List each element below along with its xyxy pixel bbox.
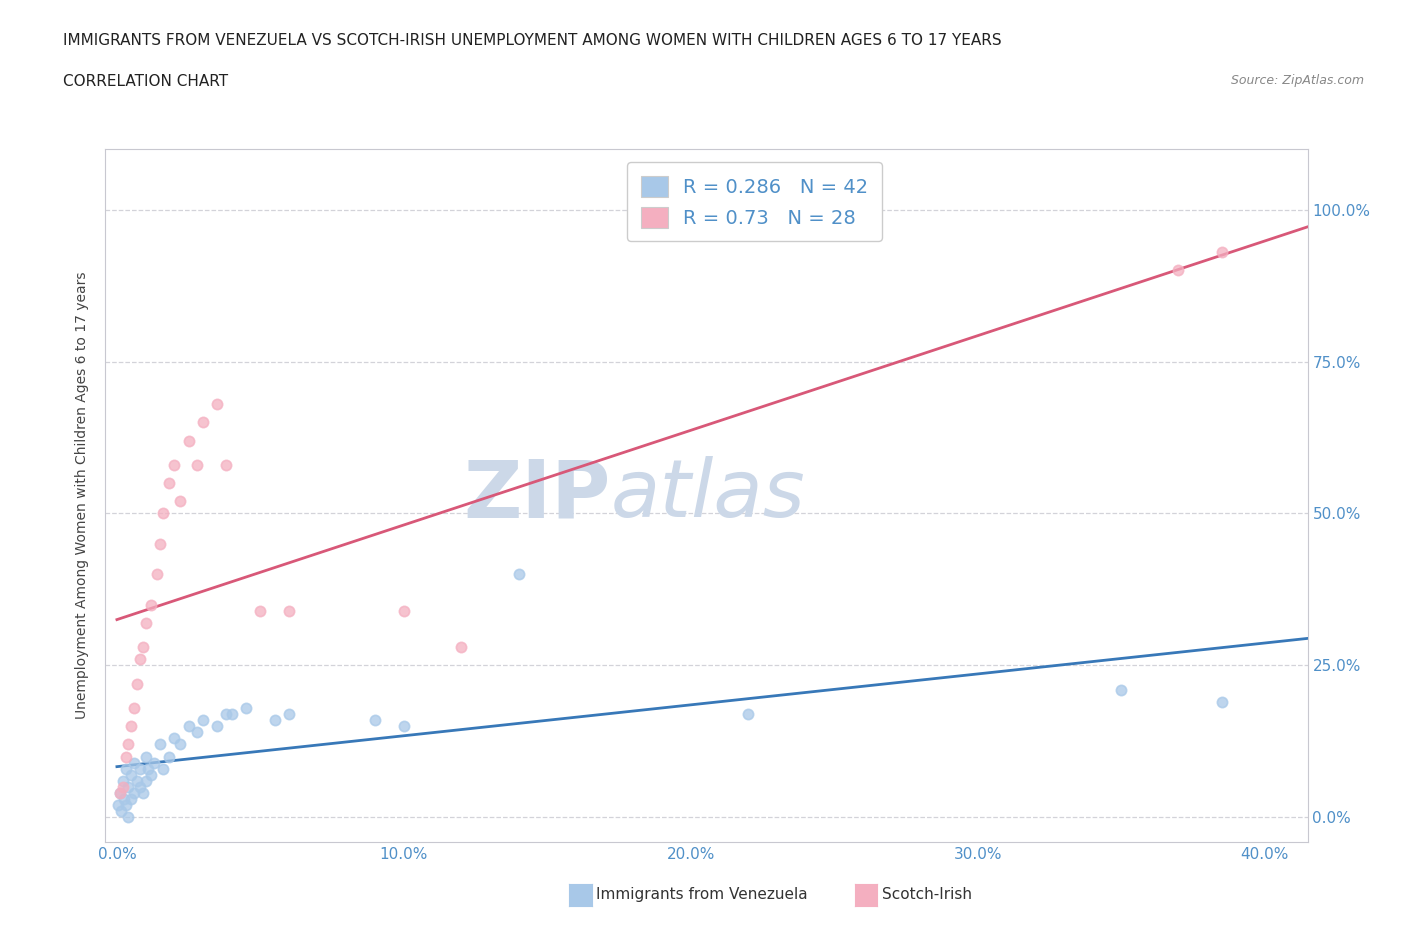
Point bbox=[186, 724, 208, 739]
Text: IMMIGRANTS FROM VENEZUELA VS SCOTCH-IRISH UNEMPLOYMENT AMONG WOMEN WITH CHILDREN: IMMIGRANTS FROM VENEZUELA VS SCOTCH-IRIS… bbox=[63, 33, 1002, 47]
Point bbox=[737, 707, 759, 722]
Point bbox=[122, 755, 145, 770]
Y-axis label: Unemployment Among Women with Children Ages 6 to 17 years: Unemployment Among Women with Children A… bbox=[76, 272, 90, 719]
Point bbox=[149, 537, 172, 551]
Point bbox=[128, 762, 150, 777]
Point bbox=[1109, 683, 1132, 698]
Point bbox=[215, 707, 238, 722]
Point bbox=[141, 767, 163, 782]
Point bbox=[207, 396, 229, 411]
Point bbox=[215, 458, 238, 472]
Point bbox=[108, 786, 131, 801]
Point bbox=[117, 737, 139, 751]
Point bbox=[163, 458, 186, 472]
Text: CORRELATION CHART: CORRELATION CHART bbox=[63, 74, 228, 89]
Text: Scotch-Irish: Scotch-Irish bbox=[882, 887, 972, 902]
Point bbox=[1211, 695, 1233, 710]
Point bbox=[125, 676, 148, 691]
Point bbox=[132, 786, 155, 801]
Point bbox=[111, 774, 134, 789]
Point bbox=[128, 652, 150, 667]
Point bbox=[263, 712, 285, 727]
Point bbox=[177, 719, 200, 734]
Point bbox=[120, 791, 142, 806]
Point bbox=[1167, 263, 1189, 278]
Point bbox=[108, 786, 131, 801]
Point bbox=[149, 737, 172, 751]
Point bbox=[117, 779, 139, 794]
Point bbox=[169, 737, 191, 751]
Point bbox=[191, 415, 214, 430]
Point bbox=[132, 640, 155, 655]
Point bbox=[135, 750, 157, 764]
Point bbox=[278, 604, 301, 618]
Point bbox=[163, 731, 186, 746]
Point bbox=[157, 750, 180, 764]
Point bbox=[143, 755, 166, 770]
Point bbox=[221, 707, 243, 722]
Point bbox=[135, 616, 157, 631]
Point bbox=[1211, 245, 1233, 259]
Point bbox=[392, 604, 415, 618]
Text: ZIP: ZIP bbox=[463, 457, 610, 534]
Point bbox=[111, 779, 134, 794]
Point bbox=[152, 506, 174, 521]
Legend: R = 0.286   N = 42, R = 0.73   N = 28: R = 0.286 N = 42, R = 0.73 N = 28 bbox=[627, 162, 882, 241]
Point bbox=[364, 712, 387, 727]
Point bbox=[186, 458, 208, 472]
Point bbox=[169, 494, 191, 509]
Point bbox=[177, 433, 200, 448]
Point bbox=[125, 774, 148, 789]
Point bbox=[128, 779, 150, 794]
Text: Source: ZipAtlas.com: Source: ZipAtlas.com bbox=[1230, 74, 1364, 87]
Point bbox=[135, 774, 157, 789]
Point bbox=[207, 719, 229, 734]
Point bbox=[138, 762, 160, 777]
Point bbox=[114, 750, 136, 764]
Point bbox=[249, 604, 271, 618]
Point bbox=[235, 700, 257, 715]
Point bbox=[146, 566, 169, 581]
Point bbox=[114, 762, 136, 777]
Point bbox=[152, 762, 174, 777]
Point bbox=[392, 719, 415, 734]
Text: atlas: atlas bbox=[610, 457, 806, 534]
Point bbox=[107, 798, 129, 813]
Point bbox=[191, 712, 214, 727]
Point bbox=[450, 640, 472, 655]
Point bbox=[122, 786, 145, 801]
Point bbox=[117, 810, 139, 825]
Point bbox=[278, 707, 301, 722]
Point bbox=[112, 791, 135, 806]
Point bbox=[141, 597, 163, 612]
Point bbox=[508, 566, 530, 581]
Point bbox=[114, 798, 136, 813]
Point bbox=[120, 719, 142, 734]
Text: Immigrants from Venezuela: Immigrants from Venezuela bbox=[596, 887, 808, 902]
Point bbox=[110, 804, 132, 818]
Point bbox=[157, 475, 180, 490]
Point bbox=[120, 767, 142, 782]
Point bbox=[122, 700, 145, 715]
